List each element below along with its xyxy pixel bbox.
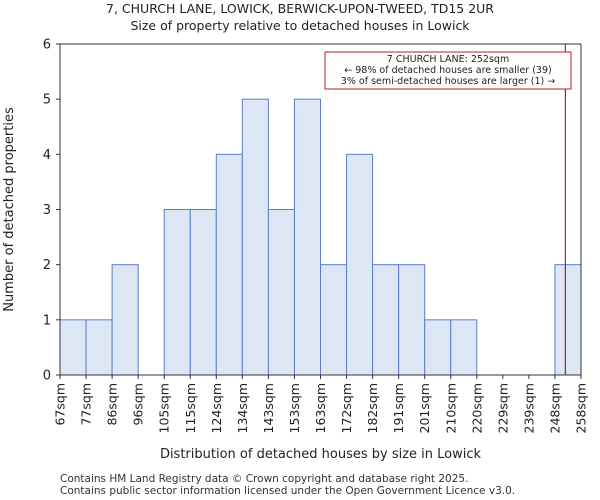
y-tick-label: 4	[43, 148, 51, 163]
x-tick-label: 67sqm	[53, 383, 68, 426]
x-tick-label: 220sqm	[469, 383, 484, 433]
y-tick-label: 5	[43, 93, 51, 108]
x-tick-label: 239sqm	[521, 383, 536, 433]
histogram-bar	[215, 153, 243, 376]
annotation-box	[324, 51, 572, 90]
x-tick-label: 77sqm	[79, 383, 94, 426]
x-tick-label: 191sqm	[391, 383, 406, 433]
histogram-bar	[554, 264, 582, 376]
y-tick-label: 0	[43, 369, 51, 384]
histogram-bar	[85, 319, 113, 376]
chart-subtitle: Size of property relative to detached ho…	[130, 18, 470, 33]
x-tick-label: 115sqm	[183, 383, 198, 433]
x-tick-label: 124sqm	[209, 383, 224, 433]
y-axis-label: Number of detached properties	[2, 107, 17, 312]
y-tick-label: 3	[43, 203, 51, 218]
annotation-line: ← 98% of detached houses are smaller (39…	[344, 65, 551, 76]
x-tick-label: 105sqm	[157, 383, 172, 433]
y-tick-label: 6	[43, 38, 51, 53]
x-tick-label: 248sqm	[547, 383, 562, 433]
x-tick-label: 172sqm	[339, 383, 354, 433]
histogram-bar	[346, 153, 374, 376]
x-tick-label: 182sqm	[365, 383, 380, 433]
y-tick-label: 1	[43, 313, 51, 328]
x-tick-label: 96sqm	[131, 383, 146, 426]
x-tick-label: 210sqm	[443, 383, 458, 433]
histogram-bar	[372, 264, 400, 376]
x-tick-label: 258sqm	[574, 383, 589, 433]
x-tick-label: 163sqm	[313, 383, 328, 433]
y-tick-label: 2	[43, 258, 51, 273]
histogram-bar	[241, 98, 269, 376]
histogram-bar	[424, 319, 452, 376]
histogram-bar	[59, 319, 87, 376]
histogram-bar	[111, 264, 139, 376]
x-tick-label: 201sqm	[417, 383, 432, 433]
histogram-bar	[293, 98, 322, 376]
histogram-chart: 0 1 2 3 4 5 6 67sqm 77sqm 86sqm 96sqm 105sqm 115sqm 1…	[2, 38, 589, 463]
x-tick-label: 229sqm	[495, 383, 510, 433]
footer-licence: Contains public sector information licen…	[60, 485, 516, 497]
x-axis-label: Distribution of detached houses by size …	[160, 447, 482, 462]
histogram-bar	[189, 209, 217, 376]
annotation-line: 7 CHURCH LANE: 252sqm	[387, 54, 509, 65]
annotation-line: 3% of semi-detached houses are larger (1…	[341, 76, 555, 87]
histogram-bar	[163, 209, 191, 376]
histogram-bar	[398, 264, 426, 376]
x-tick-label: 134sqm	[235, 383, 250, 433]
footer-copyright: Contains HM Land Registry data © Crown c…	[60, 473, 469, 485]
chart-title: 7, CHURCH LANE, LOWICK, BERWICK-UPON-TWE…	[106, 1, 494, 16]
histogram-bar	[450, 319, 478, 376]
histogram-bar	[320, 264, 348, 376]
x-tick-label: 143sqm	[261, 383, 276, 433]
x-tick-label: 153sqm	[287, 383, 302, 433]
histogram-bar	[267, 209, 295, 376]
x-tick-label: 86sqm	[105, 383, 120, 426]
